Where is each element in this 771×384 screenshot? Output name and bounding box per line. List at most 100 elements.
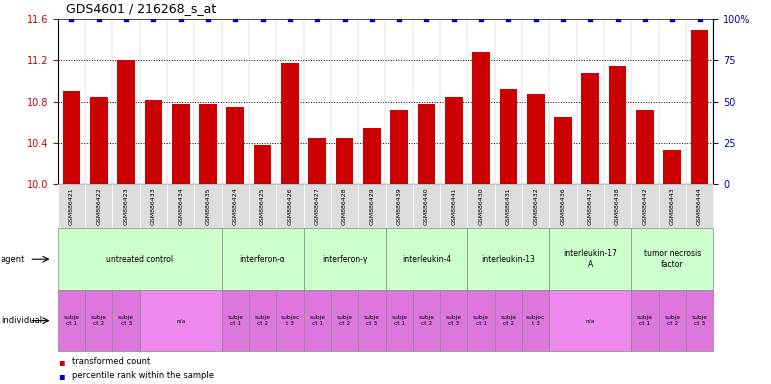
Bar [117,60,135,184]
Text: ▪: ▪ [58,371,65,381]
Point [638,16,651,22]
Point [557,16,569,22]
Text: GSM886428: GSM886428 [342,188,347,225]
Point [530,16,542,22]
Text: subje
ct 1: subje ct 1 [309,315,325,326]
Text: subje
ct 2: subje ct 2 [91,315,107,326]
Text: interleukin-17
A: interleukin-17 A [564,250,618,269]
Text: GSM886431: GSM886431 [506,188,511,225]
Point [93,16,105,22]
Text: agent: agent [1,255,25,264]
Text: GSM886421: GSM886421 [69,188,74,225]
Bar [445,97,463,184]
Text: GSM886426: GSM886426 [288,188,292,225]
Bar [636,110,654,184]
Text: GSM886438: GSM886438 [615,188,620,225]
Point [475,16,487,22]
Bar [554,117,572,184]
Bar [500,89,517,184]
Text: interferon-α: interferon-α [240,255,285,264]
Text: GSM886444: GSM886444 [697,187,702,225]
Text: subje
ct 3: subje ct 3 [364,315,380,326]
Bar [472,52,490,184]
Text: ▪: ▪ [58,357,65,367]
Text: individual: individual [1,316,42,325]
Bar [418,104,436,184]
Text: GSM886433: GSM886433 [151,187,156,225]
Bar [62,91,80,184]
Text: GSM886432: GSM886432 [534,187,538,225]
Text: GSM886430: GSM886430 [479,188,483,225]
Text: GSM886427: GSM886427 [315,187,320,225]
Text: GSM886436: GSM886436 [561,188,565,225]
Bar [308,138,326,184]
Text: GSM886441: GSM886441 [451,188,456,225]
Bar [144,100,162,184]
Point [120,16,133,22]
Text: GSM886442: GSM886442 [642,187,648,225]
Bar [581,73,599,184]
Point [365,16,378,22]
Text: subjec
t 3: subjec t 3 [281,315,300,326]
Text: subje
ct 2: subje ct 2 [336,315,352,326]
Point [311,16,323,22]
Text: GSM886422: GSM886422 [96,187,101,225]
Text: untreated control: untreated control [106,255,173,264]
Bar [199,104,217,184]
Text: subje
ct 2: subje ct 2 [664,315,680,326]
Text: GSM886443: GSM886443 [670,187,675,225]
Text: interferon-γ: interferon-γ [322,255,367,264]
Text: subje
ct 3: subje ct 3 [446,315,462,326]
Text: GDS4601 / 216268_s_at: GDS4601 / 216268_s_at [66,2,216,15]
Bar [254,145,271,184]
Point [393,16,406,22]
Text: subje
ct 1: subje ct 1 [473,315,489,326]
Point [174,16,187,22]
Text: subje
ct 2: subje ct 2 [254,315,271,326]
Point [66,16,78,22]
Point [666,16,678,22]
Text: n/a: n/a [586,318,595,323]
Bar [663,150,681,184]
Bar [527,93,544,184]
Point [502,16,514,22]
Point [584,16,597,22]
Point [257,16,269,22]
Text: subjec
t 3: subjec t 3 [526,315,545,326]
Text: GSM886425: GSM886425 [260,188,265,225]
Text: subje
ct 3: subje ct 3 [692,315,708,326]
Point [338,16,351,22]
Bar [227,107,244,184]
Text: tumor necrosis
factor: tumor necrosis factor [644,250,701,269]
Bar [609,66,627,184]
Text: percentile rank within the sample: percentile rank within the sample [72,371,214,380]
Bar [335,138,353,184]
Text: subje
ct 2: subje ct 2 [500,315,517,326]
Bar [90,97,108,184]
Text: n/a: n/a [176,318,185,323]
Text: interleukin-13: interleukin-13 [481,255,535,264]
Point [284,16,296,22]
Text: GSM886429: GSM886429 [369,187,375,225]
Bar [172,104,190,184]
Bar [390,110,408,184]
Text: interleukin-4: interleukin-4 [402,255,451,264]
Text: subje
ct 3: subje ct 3 [118,315,134,326]
Text: subje
ct 1: subje ct 1 [227,315,244,326]
Point [229,16,241,22]
Text: subje
ct 1: subje ct 1 [637,315,653,326]
Bar [281,63,299,184]
Text: subje
ct 2: subje ct 2 [419,315,435,326]
Point [202,16,214,22]
Bar [691,30,709,184]
Point [420,16,433,22]
Text: GSM886440: GSM886440 [424,188,429,225]
Text: GSM886435: GSM886435 [206,188,210,225]
Text: subje
ct 1: subje ct 1 [391,315,407,326]
Text: GSM886434: GSM886434 [178,187,183,225]
Text: subje
ct 1: subje ct 1 [63,315,79,326]
Text: GSM886423: GSM886423 [123,187,129,225]
Text: GSM886439: GSM886439 [396,187,402,225]
Text: transformed count: transformed count [72,357,150,366]
Text: GSM886424: GSM886424 [233,187,237,225]
